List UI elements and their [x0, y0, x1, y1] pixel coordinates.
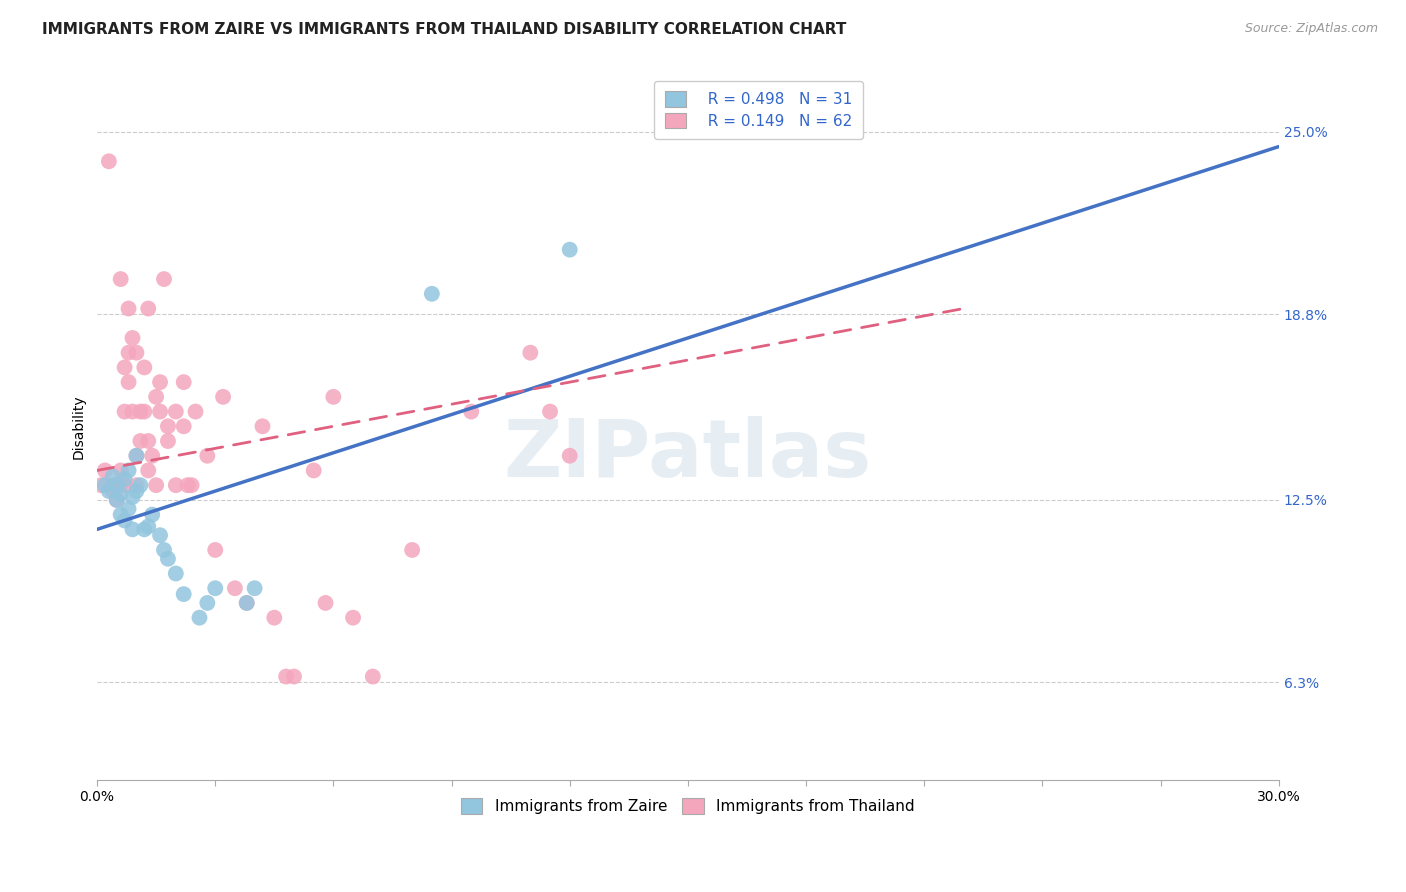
Point [401, 543, 423, 558]
Point [149, 404, 172, 418]
Point [134, 360, 156, 375]
Point [204, 543, 226, 558]
Point [114, 472, 136, 486]
Point [149, 375, 172, 389]
Text: Source: ZipAtlas.com: Source: ZipAtlas.com [1244, 22, 1378, 36]
Point [558, 243, 581, 257]
Point [538, 404, 561, 418]
Point [117, 501, 139, 516]
Text: IMMIGRANTS FROM ZAIRE VS IMMIGRANTS FROM THAILAND DISABILITY CORRELATION CHART: IMMIGRANTS FROM ZAIRE VS IMMIGRANTS FROM… [42, 22, 846, 37]
Point [125, 345, 148, 359]
Point [165, 404, 187, 418]
Point [117, 463, 139, 477]
Point [252, 419, 274, 434]
Point [558, 449, 581, 463]
Point [129, 434, 152, 448]
Point [97, 484, 120, 499]
Point [121, 404, 143, 418]
Point [361, 669, 384, 683]
Point [141, 508, 163, 522]
Point [173, 375, 195, 389]
Point [101, 469, 124, 483]
Point [114, 404, 136, 418]
Point [263, 610, 285, 624]
Point [165, 478, 187, 492]
Point [153, 272, 176, 286]
Point [420, 286, 443, 301]
Point [302, 463, 325, 477]
Point [129, 404, 152, 418]
Point [121, 490, 143, 504]
Point [136, 463, 159, 477]
Point [114, 360, 136, 375]
Point [156, 551, 179, 566]
Point [274, 669, 297, 683]
Point [110, 508, 132, 522]
Point [141, 449, 163, 463]
Point [519, 345, 541, 359]
Point [105, 492, 128, 507]
Point [342, 610, 364, 624]
Point [110, 272, 132, 286]
Point [125, 449, 148, 463]
Point [235, 596, 257, 610]
Point [145, 390, 167, 404]
Point [125, 478, 148, 492]
Point [101, 478, 124, 492]
Legend: Immigrants from Zaire, Immigrants from Thailand: Immigrants from Zaire, Immigrants from T… [450, 788, 925, 825]
Point [105, 492, 128, 507]
Point [173, 419, 195, 434]
Point [110, 478, 132, 492]
Point [129, 478, 152, 492]
Point [117, 345, 139, 359]
Point [105, 478, 128, 492]
Point [149, 528, 172, 542]
Point [94, 478, 117, 492]
Point [204, 581, 226, 595]
Point [114, 478, 136, 492]
Point [110, 463, 132, 477]
Point [136, 519, 159, 533]
Point [195, 449, 218, 463]
Point [145, 478, 167, 492]
Point [97, 154, 120, 169]
Point [188, 610, 211, 624]
Text: ZIPatlas: ZIPatlas [503, 416, 872, 493]
Point [156, 419, 179, 434]
Y-axis label: Disability: Disability [72, 394, 86, 458]
Point [134, 522, 156, 536]
Point [212, 390, 235, 404]
Point [173, 587, 195, 601]
Point [90, 478, 112, 492]
Point [184, 404, 207, 418]
Point [180, 478, 202, 492]
Point [121, 522, 143, 536]
Point [94, 463, 117, 477]
Point [176, 478, 198, 492]
Point [460, 404, 482, 418]
Point [235, 596, 257, 610]
Point [315, 596, 337, 610]
Point [125, 449, 148, 463]
Point [121, 331, 143, 345]
Point [134, 404, 156, 418]
Point [322, 390, 344, 404]
Point [105, 478, 128, 492]
Point [153, 543, 176, 558]
Point [283, 669, 305, 683]
Point [117, 301, 139, 316]
Point [195, 596, 218, 610]
Point [117, 375, 139, 389]
Point [101, 484, 124, 499]
Point [110, 487, 132, 501]
Point [136, 301, 159, 316]
Point [114, 514, 136, 528]
Point [156, 434, 179, 448]
Point [136, 434, 159, 448]
Point [243, 581, 266, 595]
Point [224, 581, 246, 595]
Point [165, 566, 187, 581]
Point [125, 484, 148, 499]
